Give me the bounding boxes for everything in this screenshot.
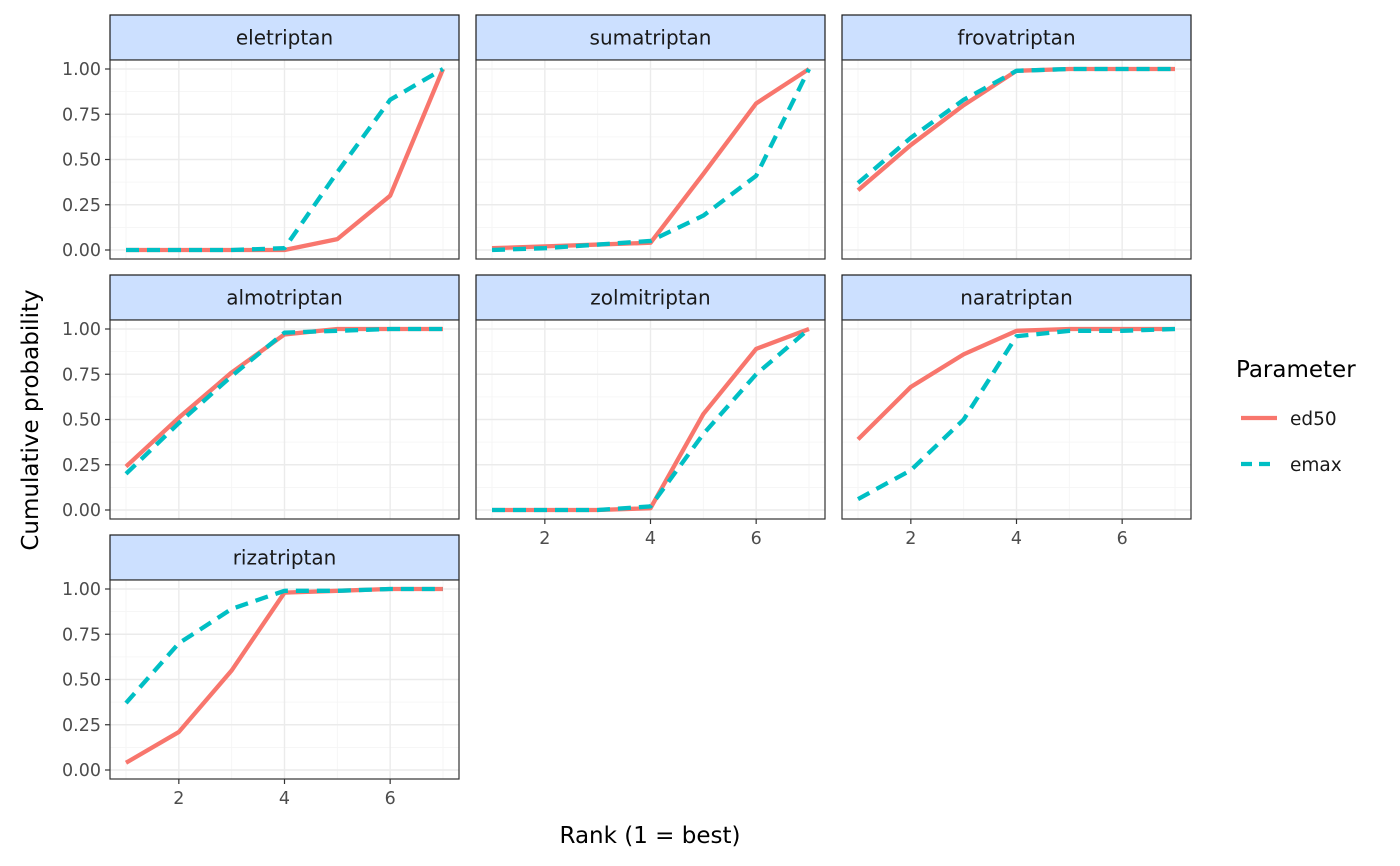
y-tick-label: 0.00 [62,241,101,261]
series-line-emax [126,67,445,253]
x-tick-label: 4 [279,789,290,809]
x-tick-label: 2 [539,529,550,549]
series-line-emax [856,66,1175,185]
x-tick-label: 2 [173,789,184,809]
y-tick-label: 0.00 [62,761,101,781]
facet-panel-zolmitriptan: zolmitriptan 2 4 6 [475,274,826,549]
strip-label: frovatriptan [957,26,1075,50]
strip-label: naratriptan [960,286,1073,310]
y-tick-label: 0.00 [62,501,101,521]
strip-background [475,274,826,321]
legend-title: Parameter [1236,357,1356,383]
series-line-emax [491,68,811,253]
y-tick-label: 0.75 [62,625,101,645]
y-tick-label: 1.00 [62,320,101,340]
x-tick-label: 6 [1117,529,1128,549]
facet-panel-eletriptan: eletriptan 0.00 0.25 0.50 0.75 1.00 [62,14,460,261]
x-tick-label: 4 [645,529,656,549]
y-tick-label: 0.75 [62,105,101,125]
x-tick-label: 6 [385,789,396,809]
y-tick-label: 1.00 [62,60,101,80]
y-tick-label: 0.25 [62,456,101,476]
legend: Parameter ed50 emax [1236,357,1356,484]
plot-border [475,59,826,260]
strip-label: zolmitriptan [590,286,710,310]
facet-panel-almotriptan: almotriptan 0.00 0.25 0.50 0.75 1.00 [62,274,460,521]
x-tick-label: 4 [1011,529,1022,549]
x-axis-title: Rank (1 = best) [559,823,740,849]
y-axis-title: Cumulative probability [18,289,44,550]
strip-label: almotriptan [226,286,343,310]
strip-label: sumatriptan [590,26,712,50]
facet-panel-naratriptan: naratriptan 2 4 6 [841,274,1192,549]
strip-background [841,14,1192,61]
x-tick-label: 6 [751,529,762,549]
series-line-emax [856,326,1176,502]
y-tick-label: 0.25 [62,196,101,216]
legend-label: emax [1290,455,1342,476]
x-tick-label: 2 [905,529,916,549]
legend-entry-ed50: ed50 [1238,398,1337,438]
y-tick-label: 0.50 [62,671,101,691]
facet-panels: eletriptan 0.00 0.25 0.50 0.75 1.00 sumatripta… [62,14,1192,809]
y-tick-label: 0.25 [62,716,101,736]
y-tick-label: 0.75 [62,365,101,385]
y-tick-label: 0.50 [62,411,101,431]
strip-background [109,534,460,581]
plot-border [841,59,1192,260]
legend-entry-emax: emax [1238,444,1342,484]
strip-background [109,274,460,321]
strip-label: rizatriptan [233,546,337,570]
strip-label: eletriptan [236,26,333,50]
facet-panel-frovatriptan: frovatriptan [841,14,1192,260]
series-line-emax [124,586,443,705]
strip-background [109,14,460,61]
legend-label: ed50 [1290,409,1337,430]
y-tick-label: 0.50 [62,151,101,171]
series-line-emax [492,327,811,513]
series-line-emax [124,326,443,476]
facet-panel-sumatriptan: sumatriptan [475,14,826,260]
strip-background [475,14,826,61]
y-tick-label: 1.00 [62,580,101,600]
facet-panel-rizatriptan: rizatriptan 0.00 0.25 0.50 0.75 1.00 2 4 6 [62,534,460,809]
strip-background [841,274,1192,321]
